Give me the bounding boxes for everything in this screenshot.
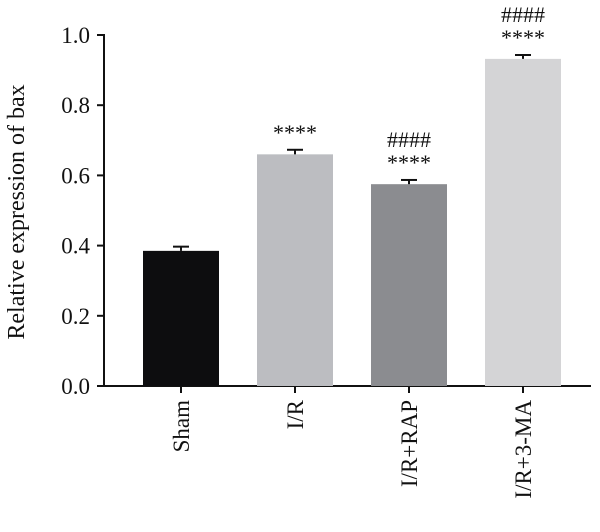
y-tick-label: 0.4 bbox=[61, 234, 90, 259]
labels: 0.00.20.40.60.81.0Sham****I/R****####I/R… bbox=[61, 2, 545, 499]
significance-label: **** bbox=[501, 25, 545, 50]
x-tick-label: I/R+RAP bbox=[397, 400, 422, 487]
significance-label: **** bbox=[387, 150, 431, 175]
bar bbox=[257, 154, 333, 386]
significance-label: #### bbox=[387, 127, 431, 152]
y-tick-label: 1.0 bbox=[61, 23, 90, 48]
x-tick-label: Sham bbox=[169, 400, 194, 453]
bar bbox=[485, 58, 561, 386]
significance-label: #### bbox=[501, 2, 545, 27]
bars bbox=[143, 54, 561, 386]
y-tick-label: 0.8 bbox=[61, 93, 90, 118]
significance-label: **** bbox=[273, 120, 317, 145]
y-tick-label: 0.6 bbox=[61, 163, 90, 188]
y-tick-label: 0.0 bbox=[61, 374, 90, 399]
bar bbox=[143, 250, 219, 386]
x-tick-label: I/R+3-MA bbox=[511, 400, 536, 499]
y-axis-label: Relative expression of bax bbox=[4, 84, 30, 339]
x-tick-label: I/R bbox=[283, 399, 308, 429]
y-tick-label: 0.2 bbox=[61, 304, 90, 329]
bar bbox=[371, 184, 447, 386]
